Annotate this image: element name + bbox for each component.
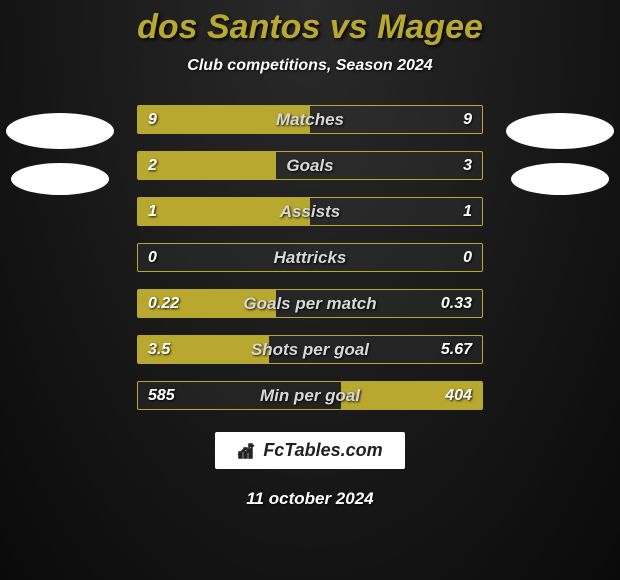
stat-value-right: 0.33 — [441, 295, 472, 313]
player-right-silhouette — [506, 113, 614, 195]
stat-label: Hattricks — [138, 248, 482, 268]
stat-row: 9Matches9 — [137, 105, 483, 134]
watermark-text: FcTables.com — [263, 440, 382, 461]
stat-row: 2Goals3 — [137, 151, 483, 180]
silhouette-shape — [6, 113, 114, 149]
stat-label: Shots per goal — [138, 340, 482, 360]
page-title: dos Santos vs Magee — [137, 8, 483, 47]
stat-row: 1Assists1 — [137, 197, 483, 226]
date-label: 11 october 2024 — [246, 489, 373, 509]
stat-label: Goals — [138, 156, 482, 176]
stat-row: 585Min per goal404 — [137, 381, 483, 410]
chart-icon — [237, 442, 257, 460]
stat-label: Assists — [138, 202, 482, 222]
stat-row: 3.5Shots per goal5.67 — [137, 335, 483, 364]
stat-bars-container: 9Matches9 2Goals3 1Assists1 0Hattricks0 0.22… — [137, 105, 483, 410]
stat-label: Goals per match — [138, 294, 482, 314]
silhouette-shape — [506, 113, 614, 149]
stat-row: 0.22Goals per match0.33 — [137, 289, 483, 318]
silhouette-shape — [511, 163, 609, 195]
stat-value-right: 5.67 — [441, 341, 472, 359]
stat-label: Min per goal — [138, 386, 482, 406]
stat-value-right: 404 — [445, 387, 472, 405]
stat-value-right: 0 — [463, 249, 472, 267]
comparison-chart: 9Matches9 2Goals3 1Assists1 0Hattricks0 0.22… — [0, 105, 620, 410]
subtitle: Club competitions, Season 2024 — [187, 57, 432, 75]
stat-value-right: 3 — [463, 157, 472, 175]
stat-label: Matches — [138, 110, 482, 130]
stat-value-right: 1 — [463, 203, 472, 221]
stat-row: 0Hattricks0 — [137, 243, 483, 272]
silhouette-shape — [11, 163, 109, 195]
stat-value-right: 9 — [463, 111, 472, 129]
player-left-silhouette — [6, 113, 114, 195]
watermark-badge: FcTables.com — [215, 432, 404, 469]
